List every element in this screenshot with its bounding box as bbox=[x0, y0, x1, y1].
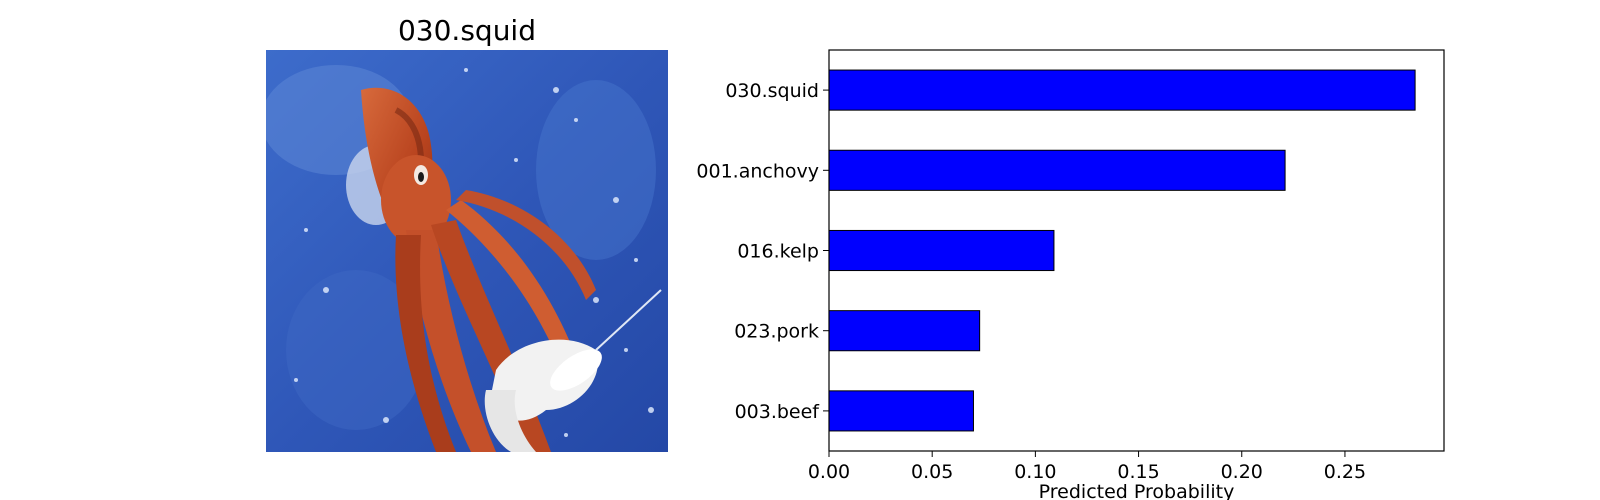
bar-030.squid bbox=[828, 69, 1416, 111]
y-tick-label: 001.anchovy bbox=[696, 160, 819, 182]
ticks-layer: 030.squid 001.anchovy 016.kelp 023.pork 003.… bbox=[696, 80, 1366, 483]
image-title: 030.squid bbox=[397, 14, 536, 47]
x-tick-label: 0.15 bbox=[1117, 461, 1159, 483]
x-tick-label: 0.20 bbox=[1221, 461, 1263, 483]
x-tick-label: 0.10 bbox=[1014, 461, 1056, 483]
squid-photo-illustration bbox=[266, 50, 668, 452]
bar-003.beef bbox=[828, 390, 974, 432]
y-tick-label: 016.kelp bbox=[737, 241, 819, 263]
x-tick-label: 0.25 bbox=[1324, 461, 1366, 483]
x-axis-label: Predicted Probability bbox=[1039, 481, 1235, 500]
y-tick-label: 023.pork bbox=[734, 321, 819, 343]
squid-photo bbox=[266, 50, 668, 452]
y-tick-label: 003.beef bbox=[735, 401, 821, 423]
x-tick-label: 0.05 bbox=[911, 461, 953, 483]
bar-001.anchovy bbox=[828, 149, 1286, 191]
y-tick-label: 030.squid bbox=[725, 80, 819, 102]
bar-023.pork bbox=[828, 310, 981, 352]
bars-layer bbox=[828, 69, 1416, 432]
bar-016.kelp bbox=[828, 229, 1055, 272]
x-tick-label: 0.00 bbox=[808, 461, 850, 483]
